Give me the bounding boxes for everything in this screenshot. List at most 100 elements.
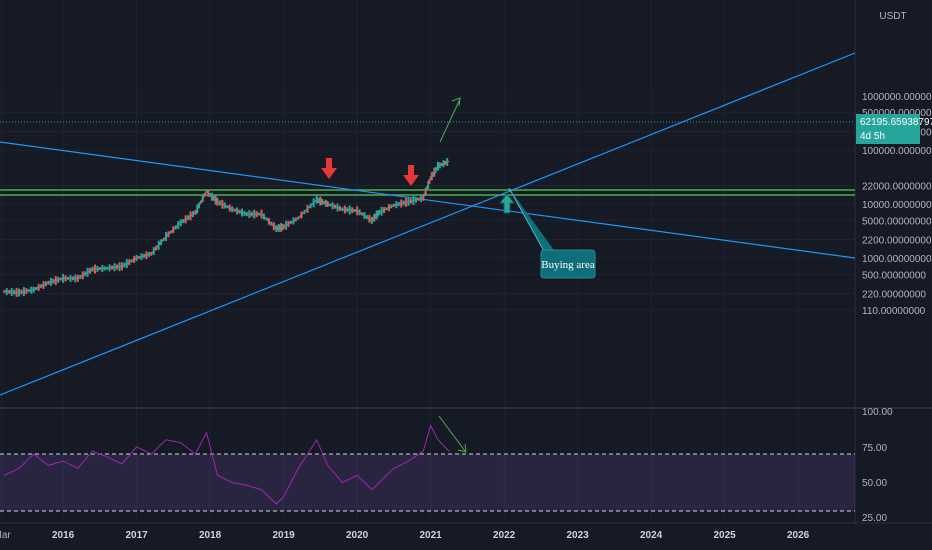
price-tick-label: 100000.00000000 [862, 146, 932, 157]
candle [300, 211, 303, 219]
candle [372, 216, 375, 221]
price-tick-label: 10000.00000000 [862, 200, 932, 211]
candle [194, 209, 197, 215]
candle [3, 290, 6, 294]
candle [280, 222, 283, 232]
candle [387, 204, 390, 212]
candle [341, 207, 344, 212]
candle [356, 206, 359, 216]
candle [275, 225, 278, 233]
divergence-arrow-rsi [438, 415, 467, 453]
time-tick-label: 2016 [52, 530, 75, 541]
candle [231, 206, 234, 213]
rsi-tick-label: 25.00 [862, 513, 887, 524]
candle [410, 198, 413, 204]
candle [334, 204, 337, 209]
candle [47, 280, 50, 285]
candle [62, 273, 65, 283]
candle [150, 251, 153, 256]
candle [89, 267, 92, 274]
candle [15, 287, 18, 297]
candle [212, 195, 215, 201]
candle [265, 217, 268, 221]
candle [205, 190, 208, 194]
rsi-axis[interactable]: 100.00 75.00 50.00 25.00 [862, 407, 893, 524]
candle [196, 204, 199, 214]
time-tick-label: 2021 [420, 530, 443, 541]
candle [40, 284, 43, 289]
candle [147, 251, 150, 257]
candle [145, 251, 148, 260]
candle [380, 206, 383, 216]
candle [375, 210, 378, 220]
candle [353, 209, 356, 213]
candle [430, 172, 433, 181]
candle [255, 211, 258, 218]
buying-area-callout[interactable]: Buying area [540, 249, 596, 279]
price-tick-label: 500.00000000 [862, 270, 926, 281]
price-tick-label: 220.00000000 [862, 290, 926, 301]
candle [218, 200, 221, 206]
candle [319, 196, 322, 206]
candle [189, 211, 192, 221]
candle [438, 162, 441, 169]
candle [184, 215, 187, 224]
candle [253, 209, 256, 219]
candle [258, 212, 261, 216]
candle [123, 262, 126, 268]
candles [3, 157, 449, 297]
rsi-pane[interactable] [0, 410, 855, 523]
grid [0, 0, 855, 523]
candle [385, 207, 388, 211]
candle [358, 209, 361, 216]
candle [203, 193, 206, 198]
candle [233, 208, 236, 212]
candle [93, 264, 96, 274]
candle [422, 194, 425, 201]
candle [111, 265, 114, 270]
candle [167, 231, 170, 238]
candle [395, 201, 398, 209]
candle [125, 259, 128, 269]
candle [417, 197, 420, 201]
price-tick-label: 110.00000000 [862, 306, 926, 317]
candle [331, 202, 334, 210]
candle [155, 245, 158, 251]
candle [434, 167, 437, 174]
candle [425, 186, 428, 191]
candle [214, 195, 217, 205]
rsi-tick-label: 75.00 [862, 443, 887, 454]
candle [306, 204, 309, 213]
candle [397, 202, 400, 207]
candle [368, 214, 371, 223]
projection-arrow-price [439, 97, 461, 143]
price-tick-label: 5000.00000000 [862, 216, 932, 227]
candle [201, 195, 204, 203]
time-axis[interactable]: Mar 2016 2017 2018 2019 2020 2021 2022 2023 2024 2… [0, 530, 810, 541]
candle [260, 209, 263, 219]
candle [138, 255, 141, 259]
candle [321, 198, 324, 205]
candle [236, 207, 239, 215]
price-axis[interactable]: 1000000.00000000500000.00000000220000.00… [862, 92, 932, 317]
candle [10, 288, 13, 297]
candle [351, 207, 354, 214]
candle [370, 216, 373, 224]
candle [116, 264, 119, 270]
candle [363, 212, 366, 220]
candle [98, 267, 101, 271]
candle [209, 192, 212, 197]
candle [317, 197, 320, 203]
candle [402, 200, 405, 206]
candle [96, 265, 99, 272]
candle [446, 157, 449, 166]
candle [101, 265, 104, 273]
candle [374, 213, 377, 219]
candle [414, 196, 417, 203]
candle [79, 274, 82, 279]
candle [303, 209, 306, 214]
candle [240, 208, 243, 217]
candle [160, 239, 163, 246]
candle [427, 180, 430, 189]
